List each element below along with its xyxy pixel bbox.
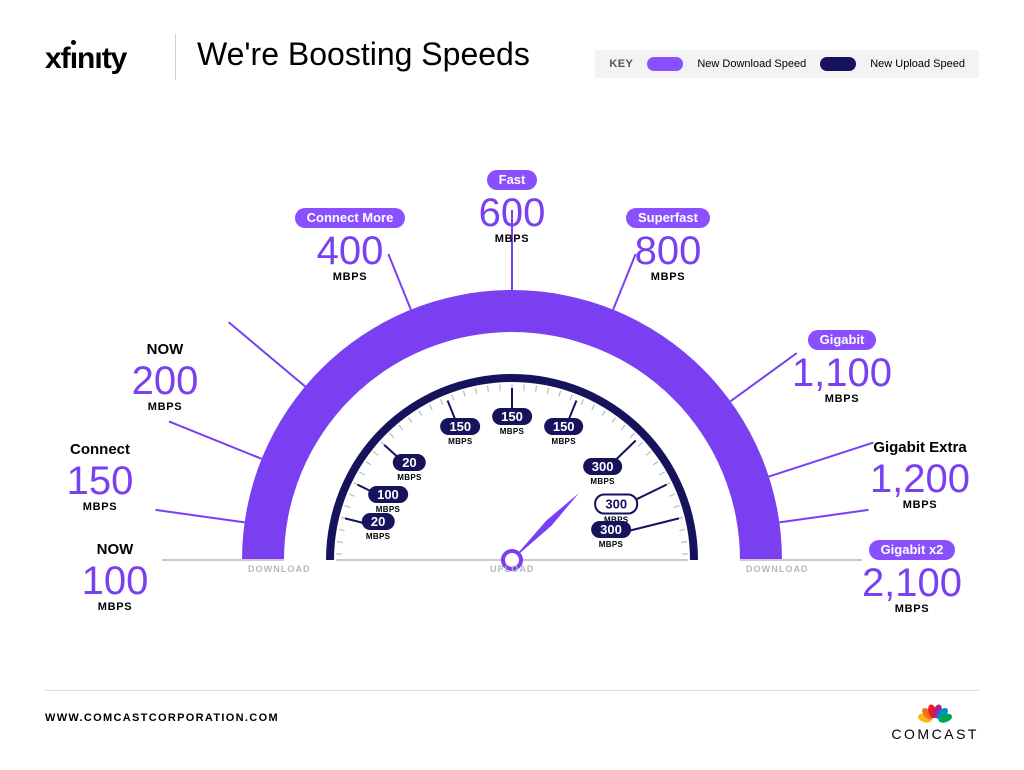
plan-download-speed: 400 bbox=[280, 230, 420, 272]
plan-download-speed: 800 bbox=[598, 230, 738, 272]
upload-unit: MBPS bbox=[583, 477, 623, 486]
upload-badge: 300MBPS bbox=[594, 494, 638, 525]
footer-rule bbox=[45, 690, 979, 691]
plan-unit: MBPS bbox=[442, 234, 582, 246]
upload-unit: MBPS bbox=[440, 437, 480, 446]
plan-label: NOW 100MBPS bbox=[45, 542, 185, 613]
plan-name: Gigabit bbox=[808, 330, 877, 350]
upload-unit: MBPS bbox=[492, 427, 532, 436]
upload-badge: 100 MBPS bbox=[368, 486, 408, 514]
plan-label: Fast600MBPS bbox=[442, 170, 582, 245]
upload-unit: MBPS bbox=[362, 532, 394, 541]
upload-badge: 150 MBPS bbox=[440, 418, 480, 446]
footer-url: WWW.COMCASTCORPORATION.COM bbox=[45, 712, 979, 724]
plan-label: Superfast800MBPS bbox=[598, 208, 738, 283]
plan-label: Gigabit Extra 1,200MBPS bbox=[850, 440, 990, 511]
gauge-caption-left: DOWNLOAD bbox=[248, 564, 311, 574]
upload-value: 150 bbox=[440, 418, 480, 435]
legend: KEY New Download Speed New Upload Speed bbox=[595, 50, 979, 78]
plan-name: Superfast bbox=[626, 208, 710, 228]
upload-unit: MBPS bbox=[544, 437, 584, 446]
plan-name: Connect bbox=[30, 442, 170, 458]
plan-unit: MBPS bbox=[842, 604, 982, 616]
plan-label: Connect 150MBPS bbox=[30, 442, 170, 513]
legend-label: KEY bbox=[609, 58, 633, 70]
upload-value: 20 bbox=[362, 513, 394, 530]
plan-download-speed: 2,100 bbox=[842, 562, 982, 604]
upload-value: 150 bbox=[492, 408, 532, 425]
plan-unit: MBPS bbox=[598, 272, 738, 284]
legend-download-swatch bbox=[647, 57, 683, 71]
xfinity-logo: xfınıty bbox=[45, 42, 126, 76]
plan-name: NOW bbox=[95, 342, 235, 358]
plan-unit: MBPS bbox=[30, 502, 170, 514]
upload-value: 300 bbox=[583, 458, 623, 475]
plan-download-speed: 1,200 bbox=[850, 458, 990, 500]
upload-badge: 20 MBPS bbox=[393, 454, 425, 482]
legend-download-text: New Download Speed bbox=[697, 58, 806, 70]
upload-badge: 300 MBPS bbox=[583, 458, 623, 486]
upload-unit: MBPS bbox=[393, 473, 425, 482]
plan-label: Gigabit1,100MBPS bbox=[772, 330, 912, 405]
comcast-logo: COMCAST bbox=[891, 702, 979, 742]
speed-gauge: NOW100MBPS20MBPSConnect150MBPS100MBPSNOW… bbox=[0, 130, 1024, 630]
plan-unit: MBPS bbox=[95, 402, 235, 414]
comcast-text: COMCAST bbox=[891, 726, 979, 742]
plan-label: Connect More400MBPS bbox=[280, 208, 420, 283]
plan-unit: MBPS bbox=[772, 394, 912, 406]
plan-unit: MBPS bbox=[45, 602, 185, 614]
plan-unit: MBPS bbox=[850, 500, 990, 512]
upload-value: 300 bbox=[591, 521, 631, 538]
plan-download-speed: 600 bbox=[442, 192, 582, 234]
header-divider bbox=[175, 34, 176, 80]
gauge-caption-center: UPLOAD bbox=[490, 564, 534, 574]
upload-badge: 20 MBPS bbox=[362, 513, 394, 541]
plan-name: Fast bbox=[487, 170, 538, 190]
plan-name: Gigabit x2 bbox=[869, 540, 956, 560]
upload-badge: 150 MBPS bbox=[544, 418, 584, 446]
upload-value: 300 bbox=[594, 494, 638, 515]
plan-name: Connect More bbox=[295, 208, 406, 228]
page-title: We're Boosting Speeds bbox=[197, 36, 530, 73]
plan-download-speed: 200 bbox=[95, 360, 235, 402]
upload-badge: 150 MBPS bbox=[492, 408, 532, 436]
plan-label: NOW 200MBPS bbox=[95, 342, 235, 413]
plan-name: Gigabit Extra bbox=[850, 440, 990, 456]
plan-label: Gigabit x22,100MBPS bbox=[842, 540, 982, 615]
upload-unit: MBPS bbox=[368, 505, 408, 514]
plan-download-speed: 150 bbox=[30, 460, 170, 502]
upload-unit: MBPS bbox=[591, 540, 631, 549]
upload-value: 20 bbox=[393, 454, 425, 471]
plan-unit: MBPS bbox=[280, 272, 420, 284]
upload-badge: 300 MBPS bbox=[591, 521, 631, 549]
legend-upload-text: New Upload Speed bbox=[870, 58, 965, 70]
plan-name: NOW bbox=[45, 542, 185, 558]
peacock-icon bbox=[918, 702, 952, 724]
plan-download-speed: 100 bbox=[45, 560, 185, 602]
plan-download-speed: 1,100 bbox=[772, 352, 912, 394]
gauge-caption-right: DOWNLOAD bbox=[746, 564, 809, 574]
upload-value: 100 bbox=[368, 486, 408, 503]
legend-upload-swatch bbox=[820, 57, 856, 71]
upload-value: 150 bbox=[544, 418, 584, 435]
